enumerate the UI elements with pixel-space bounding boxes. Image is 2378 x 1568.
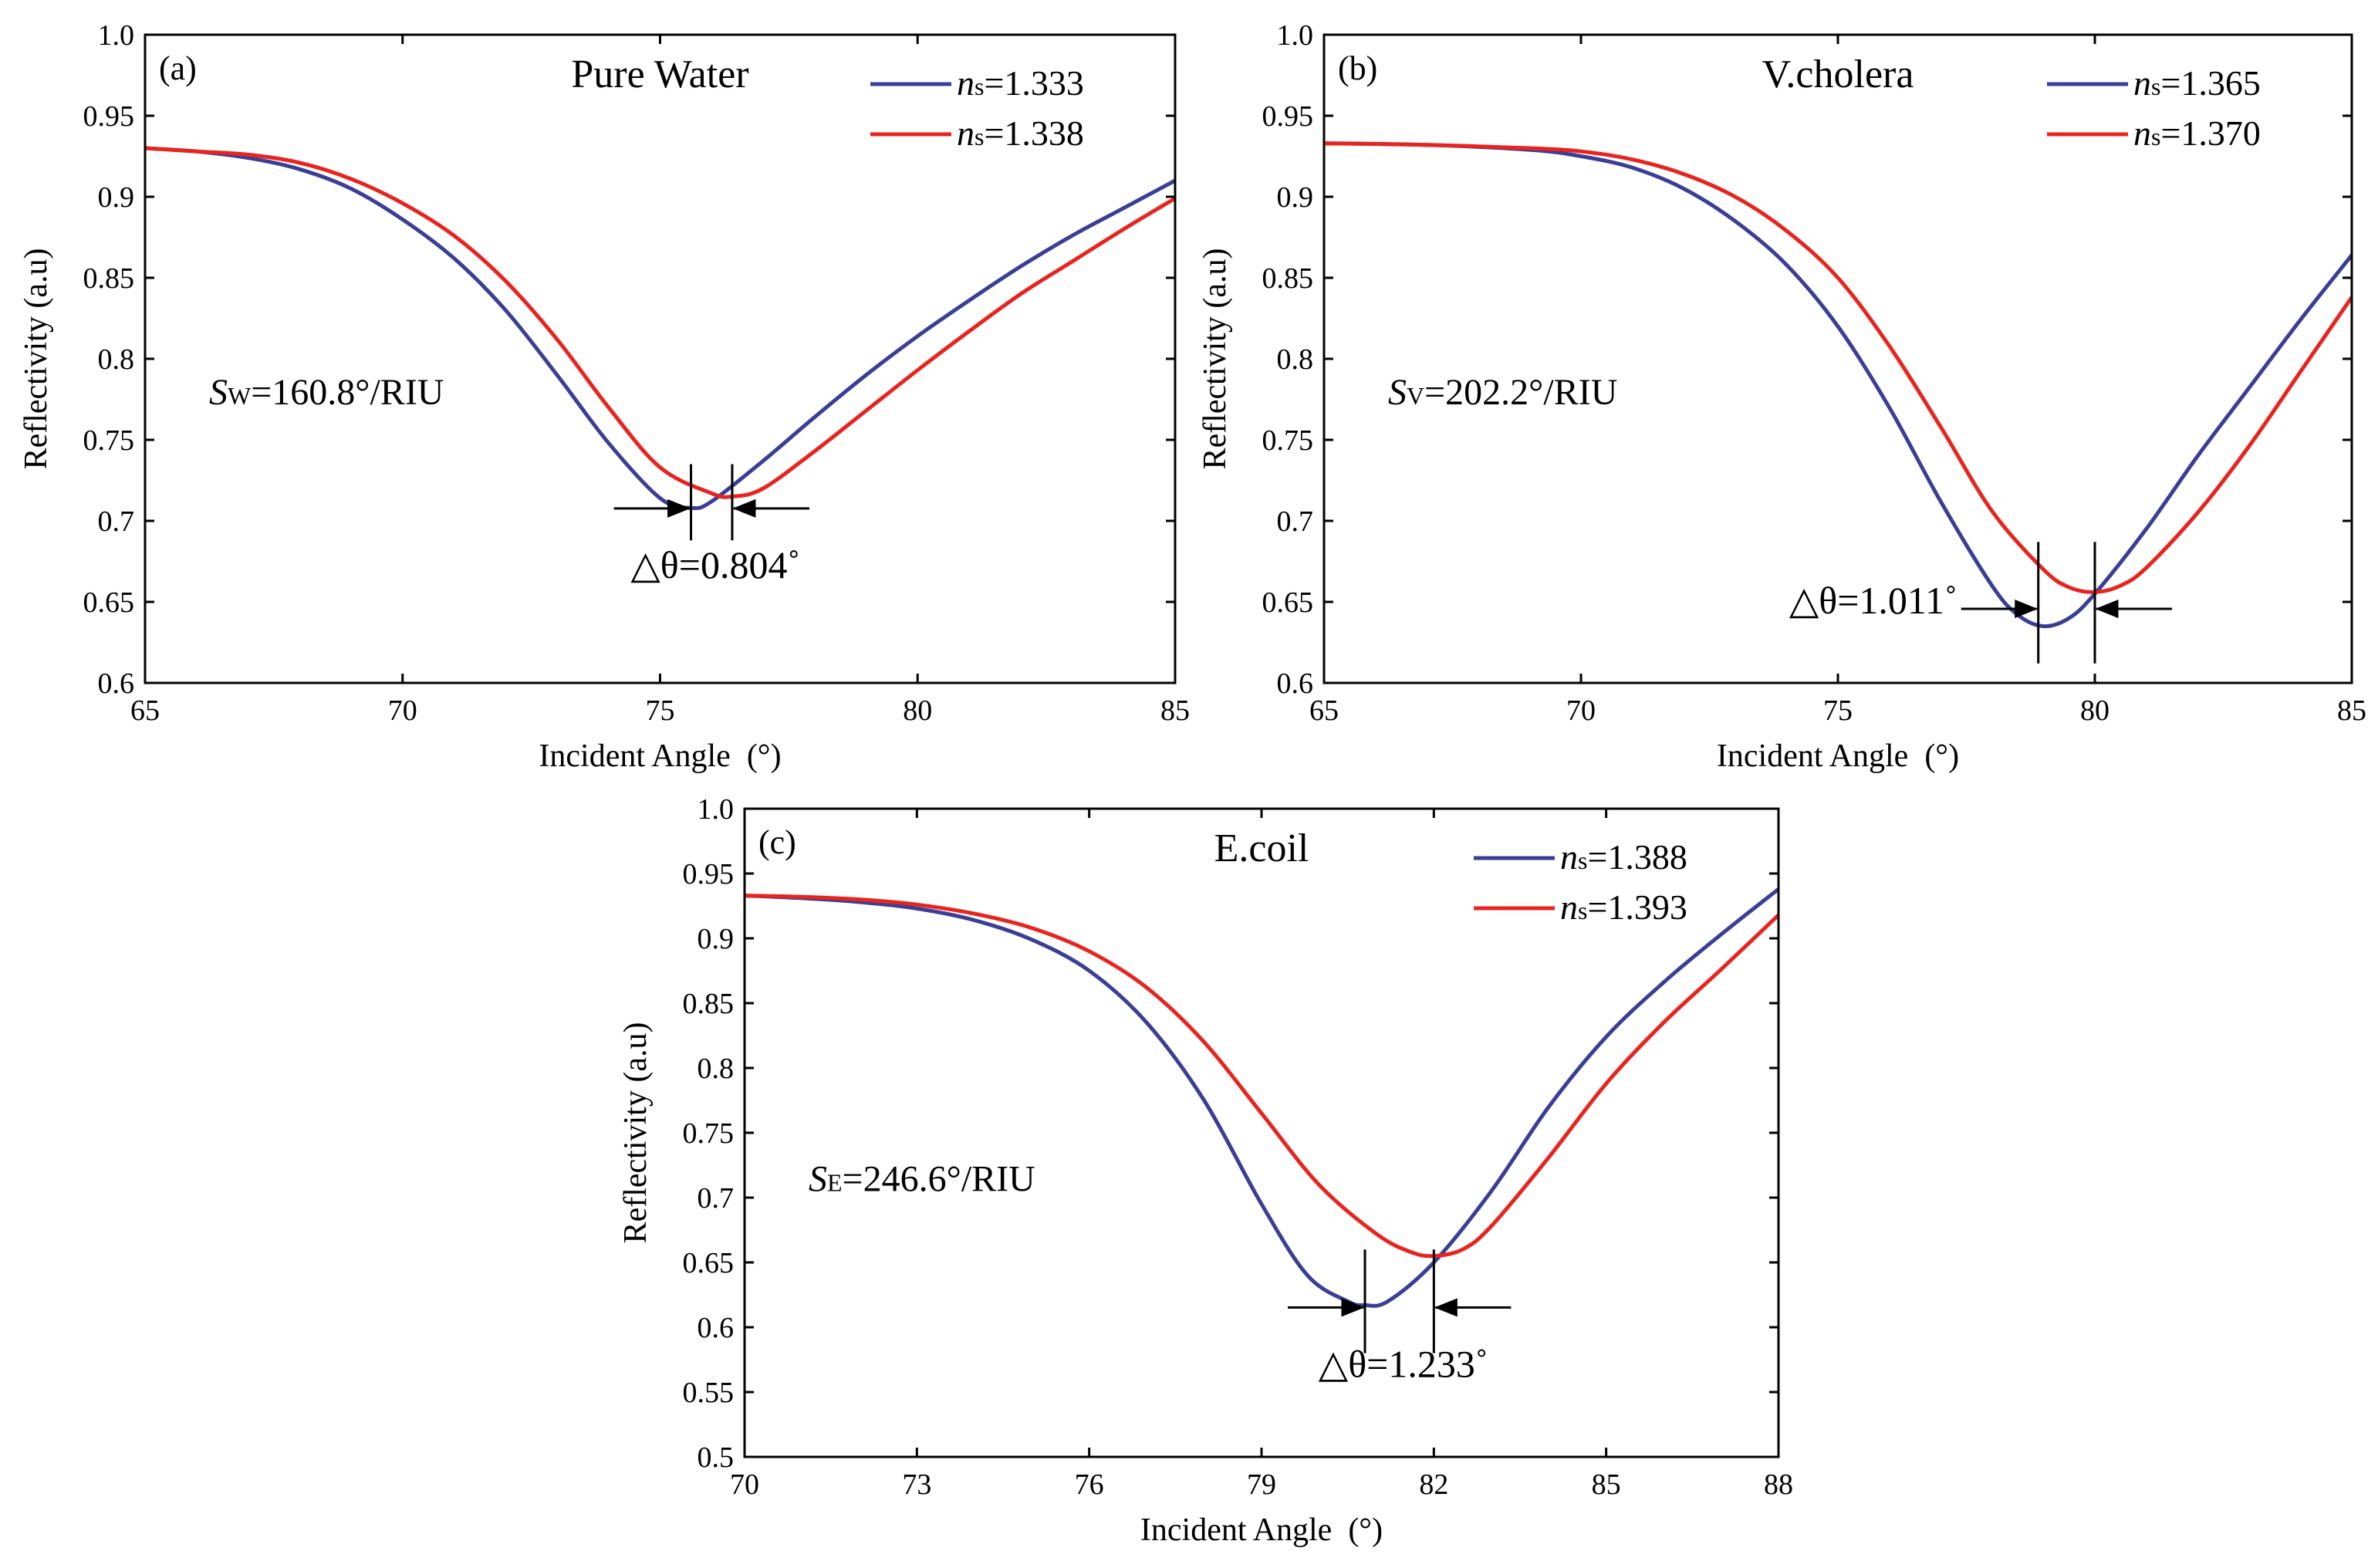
y-tick-label: 0.85 (683, 988, 735, 1020)
x-tick-label: 75 (1823, 694, 1853, 727)
series-line-blue (1324, 141, 2352, 629)
y-tick-label: 1.0 (98, 19, 135, 52)
x-tick-label: 65 (130, 694, 160, 727)
x-tick-label: 76 (1075, 1468, 1104, 1501)
panel-title: Pure Water (571, 52, 748, 96)
y-tick-label: 0.7 (1277, 505, 1314, 538)
panel-b: 65 70 75 80 85 0.6 0.65 0.7 0.75 0.8 0.85 0.9 0.95 1.… (1197, 19, 2366, 774)
legend-entry: ns=1.393 (1560, 887, 1687, 927)
x-tick-label: 79 (1247, 1468, 1276, 1501)
x-tick-label: 70 (388, 694, 417, 727)
panel-c: 70 73 76 79 82 85 88 0.5 0.55 0.6 0.65 0.7 0.75 0.8 0.… (618, 793, 1793, 1548)
y-tick-label: 1.0 (1277, 19, 1314, 52)
y-tick-label: 0.5 (698, 1441, 735, 1474)
x-tick-label: 85 (2337, 694, 2366, 727)
x-tick-label: 80 (903, 694, 932, 727)
series-line-red (745, 894, 1778, 1259)
y-tick-label: 0.65 (1262, 586, 1314, 619)
x-tick-label: 85 (1592, 1468, 1621, 1501)
y-axis-label: Reflectivity (a.u) (1197, 248, 1233, 470)
y-tick-label: 0.75 (83, 424, 135, 457)
panel-title: V.cholera (1762, 52, 1914, 96)
x-tick-label: 80 (2080, 694, 2109, 727)
y-tick-label: 0.65 (683, 1247, 735, 1279)
x-axis-label: Incident Angle (°) (1717, 738, 1959, 774)
x-axis-label: Incident Angle (°) (1140, 1512, 1383, 1548)
panel-a: 65 70 75 80 85 0.6 0.65 0.7 0.75 0.8 0.85 0.9 0.95 1.… (19, 19, 1190, 774)
y-tick-label: 0.7 (698, 1182, 735, 1215)
y-tick-label: 0.7 (98, 505, 135, 538)
x-tick-label: 82 (1419, 1468, 1448, 1501)
x-tick-label: 70 (730, 1468, 759, 1501)
sensitivity-label: SE=246.6°/RIU (809, 1159, 1035, 1200)
y-tick-label: 1.0 (698, 793, 735, 826)
delta-theta-label: △θ=1.011˚ (1789, 579, 1957, 622)
x-tick-label: 75 (646, 694, 675, 727)
y-tick-label: 0.95 (683, 858, 735, 890)
sensitivity-label: SV=202.2°/RIU (1388, 372, 1617, 413)
y-tick-label: 0.9 (698, 923, 735, 955)
y-tick-label: 0.6 (1277, 667, 1314, 700)
x-tick-label: 70 (1566, 694, 1596, 727)
y-tick-label: 0.55 (683, 1377, 735, 1409)
panel-label: (b) (1338, 49, 1377, 87)
series-line-blue (145, 146, 1175, 511)
panel-title: E.coil (1214, 826, 1309, 870)
x-tick-label: 73 (902, 1468, 931, 1501)
y-tick-label: 0.6 (98, 667, 135, 700)
y-tick-label: 0.8 (98, 343, 135, 376)
y-tick-label: 0.9 (98, 181, 135, 214)
legend-entry: ns=1.388 (1560, 837, 1687, 877)
x-axis-label: Incident Angle (°) (539, 738, 781, 774)
series-line-blue (745, 887, 1778, 1308)
y-tick-label: 0.65 (83, 586, 135, 619)
legend-entry: ns=1.365 (2133, 63, 2261, 103)
panel-label: (c) (758, 823, 796, 861)
series-line-red (1324, 141, 2352, 594)
y-tick-label: 0.85 (83, 262, 135, 295)
y-tick-label: 0.8 (1277, 343, 1314, 376)
y-tick-label: 0.75 (683, 1117, 735, 1150)
y-axis-label: Reflectivity (a.u) (19, 248, 54, 470)
legend-entry: ns=1.333 (957, 63, 1084, 103)
y-tick-label: 0.6 (698, 1312, 735, 1344)
x-tick-label: 88 (1764, 1468, 1793, 1501)
x-tick-label: 85 (1160, 694, 1190, 727)
delta-theta-label: △θ=1.233˚ (1319, 1342, 1488, 1385)
sensitivity-label: SW=160.8°/RIU (209, 372, 444, 413)
x-tick-label: 65 (1309, 694, 1339, 727)
y-tick-label: 0.85 (1262, 262, 1314, 295)
legend-entry: ns=1.338 (957, 113, 1084, 153)
y-tick-label: 0.8 (698, 1053, 735, 1085)
y-axis-label: Reflectivity (a.u) (618, 1022, 654, 1244)
panel-label: (a) (159, 49, 197, 87)
series-line-red (145, 146, 1175, 499)
y-tick-label: 0.95 (1262, 100, 1314, 133)
legend-entry: ns=1.370 (2133, 113, 2261, 153)
y-tick-label: 0.95 (83, 100, 135, 133)
y-tick-label: 0.9 (1277, 181, 1314, 214)
y-tick-label: 0.75 (1262, 424, 1314, 457)
delta-theta-label: △θ=0.804˚ (630, 543, 800, 586)
